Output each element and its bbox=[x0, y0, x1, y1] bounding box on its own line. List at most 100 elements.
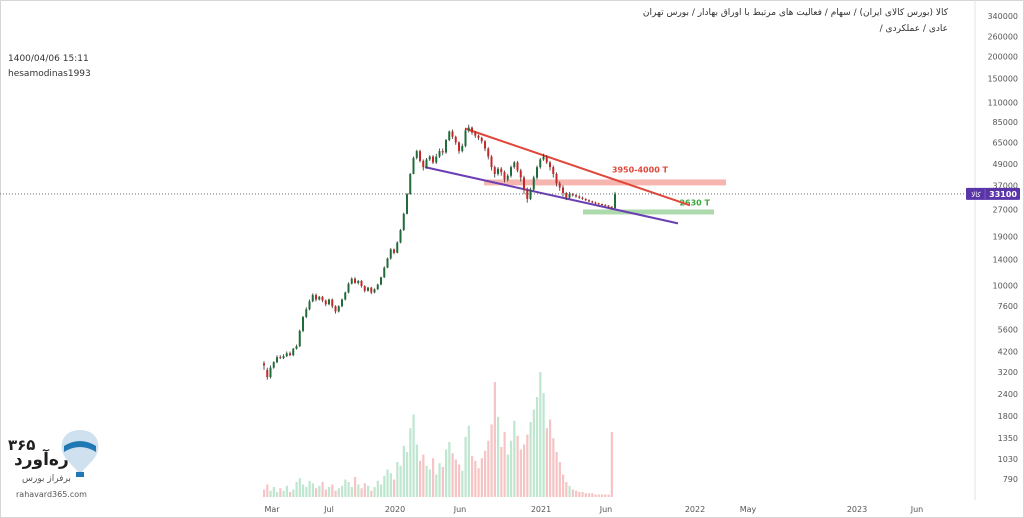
y-tick-label: 1030 bbox=[998, 455, 1018, 464]
candle-body bbox=[415, 151, 418, 158]
volume-bar bbox=[370, 490, 373, 497]
candle-body bbox=[389, 249, 392, 259]
y-tick-label: 150000 bbox=[987, 75, 1018, 84]
candle-body bbox=[490, 156, 493, 168]
volume-bar bbox=[549, 419, 552, 497]
candle-body bbox=[363, 286, 366, 291]
volume-bar bbox=[458, 464, 461, 497]
volume-bar bbox=[422, 454, 425, 497]
volume-bar bbox=[272, 487, 275, 497]
volume-bar bbox=[334, 490, 337, 497]
candle-body bbox=[311, 295, 314, 302]
candle-body bbox=[578, 196, 581, 198]
volume-bar bbox=[474, 460, 477, 497]
volume-bar bbox=[302, 484, 305, 497]
candle-body bbox=[350, 278, 353, 284]
volume-bar bbox=[526, 434, 529, 497]
candle-body bbox=[422, 160, 425, 168]
volume-bar bbox=[354, 477, 357, 497]
candle-body bbox=[480, 137, 483, 142]
candle-body bbox=[308, 301, 311, 310]
volume-bar bbox=[282, 490, 285, 497]
volume-bar bbox=[584, 493, 587, 497]
volume-bar bbox=[562, 474, 565, 497]
candle-body bbox=[597, 203, 600, 205]
candle-body bbox=[396, 242, 399, 253]
volume-bar bbox=[389, 473, 392, 497]
volume-bar bbox=[409, 428, 412, 497]
volume-bar bbox=[529, 422, 532, 497]
candle-body bbox=[354, 278, 356, 284]
volume-bar bbox=[321, 482, 324, 497]
volume-bar bbox=[432, 458, 435, 497]
candle-body bbox=[276, 357, 278, 363]
y-tick-label: 7600 bbox=[998, 302, 1018, 311]
volume-bar bbox=[536, 397, 539, 497]
volume-bar bbox=[357, 484, 360, 497]
symbol-subtitle: عادی / عملکردی / bbox=[879, 24, 948, 34]
candle-body bbox=[435, 156, 438, 163]
candle-body bbox=[279, 357, 282, 359]
candle-body bbox=[285, 353, 288, 357]
author-name: hesamodinas1993 bbox=[8, 69, 91, 79]
candle-body bbox=[438, 151, 441, 157]
volume-bar bbox=[315, 488, 318, 497]
volume-bar bbox=[597, 494, 600, 497]
candle-body bbox=[432, 156, 434, 163]
candle-body bbox=[601, 204, 603, 206]
volume-bar bbox=[523, 444, 526, 497]
candle-body bbox=[542, 156, 545, 160]
volume-bar bbox=[337, 488, 340, 497]
candle-body bbox=[477, 135, 480, 138]
volume-bar bbox=[406, 452, 409, 497]
candle-body bbox=[614, 193, 616, 209]
y-tick-label: 3200 bbox=[998, 368, 1018, 377]
volume-bar bbox=[571, 489, 574, 497]
candle-body bbox=[584, 198, 587, 201]
x-tick-label: 2023 bbox=[847, 505, 867, 514]
candle-body bbox=[406, 194, 408, 214]
volume-bar bbox=[532, 409, 535, 497]
volume-bar bbox=[435, 474, 438, 497]
volume-bar bbox=[347, 482, 350, 497]
candle-body bbox=[428, 156, 431, 160]
candle-body bbox=[402, 213, 405, 231]
volume-bar bbox=[503, 432, 506, 497]
candle-body bbox=[591, 201, 594, 203]
candle-body bbox=[412, 157, 415, 174]
candle-body bbox=[571, 194, 574, 196]
candle-body bbox=[607, 205, 610, 207]
candle-body bbox=[464, 130, 467, 147]
volume-bar bbox=[289, 492, 292, 497]
volume-bar bbox=[490, 424, 493, 497]
volume-bar bbox=[510, 440, 513, 497]
candle-body bbox=[393, 249, 395, 253]
candle-body bbox=[383, 267, 386, 278]
volume-bar bbox=[445, 449, 448, 497]
candle-body bbox=[552, 167, 555, 174]
volume-bar bbox=[601, 494, 604, 497]
volume-bar bbox=[568, 485, 571, 497]
candle-body bbox=[575, 195, 577, 197]
candle-body bbox=[269, 367, 272, 378]
candle-body bbox=[370, 287, 373, 293]
candle-body bbox=[344, 292, 347, 300]
volume-bar bbox=[555, 452, 558, 497]
candle-body bbox=[445, 140, 447, 153]
x-tick-label: 2021 bbox=[531, 505, 551, 514]
volume-bar bbox=[454, 459, 457, 497]
volume-bar bbox=[477, 468, 480, 497]
candle-body bbox=[409, 173, 412, 195]
candle-body bbox=[451, 131, 454, 137]
candle-body bbox=[510, 167, 512, 176]
candle-body bbox=[497, 168, 499, 174]
volume-bar bbox=[383, 475, 386, 497]
candle-body bbox=[519, 170, 522, 178]
candle-body bbox=[321, 296, 324, 301]
volume-bar bbox=[484, 450, 487, 497]
candle-body bbox=[324, 300, 327, 305]
candle-body bbox=[471, 127, 473, 133]
volume-bar bbox=[425, 465, 428, 497]
volume-bar bbox=[415, 444, 418, 497]
